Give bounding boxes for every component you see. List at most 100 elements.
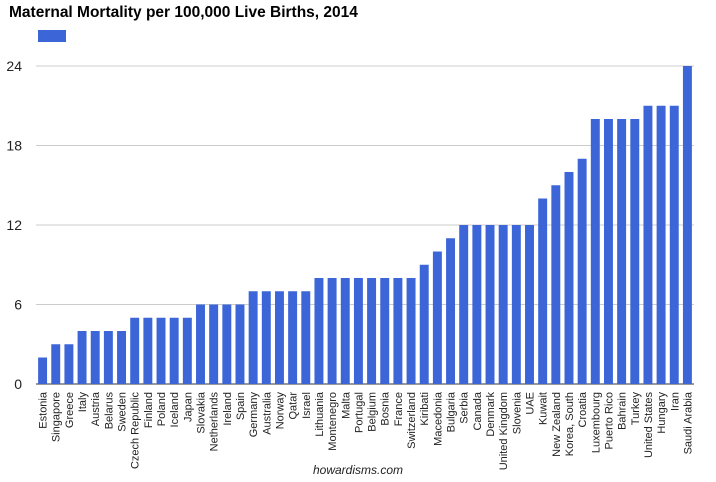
y-tick-label: 18: [6, 138, 22, 154]
bar: [222, 304, 232, 384]
bar: [393, 278, 403, 384]
x-tick-label: Saudi Arabia: [682, 391, 694, 454]
x-tick-label: France: [393, 392, 405, 426]
x-tick-label: Spain: [235, 392, 247, 420]
bar: [380, 278, 390, 384]
x-tick-label: Netherlands: [209, 392, 221, 452]
x-tick-label: Bahrain: [617, 392, 629, 430]
y-tick-label: 6: [14, 297, 22, 313]
bar: [472, 225, 482, 384]
x-tick-label: United Kingdom: [498, 392, 510, 470]
x-tick-label: Malta: [340, 391, 352, 419]
legend-swatch: [38, 30, 66, 42]
x-tick-label: Croatia: [577, 391, 589, 427]
bar: [643, 105, 653, 384]
x-tick-label: Czech Republic: [130, 392, 142, 470]
x-tick-label: Canada: [472, 391, 484, 430]
y-tick-label: 12: [6, 217, 22, 233]
bar: [419, 264, 429, 384]
bar: [196, 304, 205, 384]
x-tick-label: Serbia: [459, 391, 471, 424]
y-tick-label: 0: [14, 376, 22, 392]
x-tick-label: Hungary: [656, 392, 668, 434]
bar: [577, 158, 587, 384]
bar: [117, 331, 127, 384]
x-tick-label: Sweden: [117, 392, 129, 432]
x-tick-label: Ireland: [222, 392, 234, 426]
x-tick-label: United States: [643, 392, 655, 459]
x-tick-label: Norway: [274, 392, 286, 430]
x-tick-labels: Estonia Singapore Greece Italy Austria Belaru…: [38, 391, 695, 470]
x-tick-label: Qatar: [288, 392, 300, 420]
bar: [590, 119, 600, 384]
y-tick-label: 24: [6, 58, 22, 74]
x-tick-label: Italy: [77, 392, 89, 413]
bar: [301, 291, 311, 384]
x-tick-label: Switzerland: [406, 392, 418, 449]
bar: [564, 172, 574, 384]
bar: [603, 119, 613, 384]
x-tick-label: Greece: [64, 392, 76, 428]
x-tick-label: Korea, South: [564, 392, 576, 456]
x-tick-label: Turkey: [630, 392, 642, 426]
bar: [261, 291, 271, 384]
bar: [367, 278, 377, 384]
x-tick-label: Kuwait: [538, 392, 550, 425]
x-tick-label: Slovenia: [511, 391, 523, 434]
x-tick-label: Bosnia: [380, 391, 392, 426]
bars: [38, 66, 692, 384]
x-tick-label: Australia: [261, 391, 273, 435]
bar: [38, 357, 48, 384]
bar: [682, 66, 692, 384]
bar: [432, 251, 442, 384]
credit-text: howardisms.com: [312, 463, 404, 477]
bar: [498, 225, 508, 384]
x-tick-label: Portugal: [353, 392, 365, 433]
x-tick-label: UAE: [525, 392, 537, 415]
bar: [340, 278, 350, 384]
bar: [459, 225, 469, 384]
bar: [288, 291, 298, 384]
bar: [130, 317, 140, 384]
bar: [327, 278, 337, 384]
x-tick-label: Belgium: [367, 392, 379, 432]
bar: [485, 225, 495, 384]
x-tick-label: Estonia: [38, 391, 50, 429]
x-tick-label: Slovakia: [196, 391, 208, 433]
x-tick-label: Iran: [669, 392, 681, 411]
bar: [656, 105, 666, 384]
chart-title: Maternal Mortality per 100,000 Live Birt…: [9, 4, 358, 21]
bar: [525, 225, 534, 384]
x-tick-label: Kiribati: [419, 392, 431, 426]
x-tick-label: Belarus: [103, 392, 115, 430]
x-tick-label: Macedonia: [432, 391, 444, 446]
x-tick-label: Puerto Rico: [603, 392, 615, 449]
x-tick-label: Bulgaria: [446, 391, 458, 432]
x-tick-label: Luxembourg: [590, 392, 602, 453]
bar: [353, 278, 363, 384]
bar: [630, 119, 640, 384]
bar: [51, 344, 61, 384]
bar: [551, 185, 561, 384]
bar: [406, 278, 416, 384]
bar: [64, 344, 74, 384]
x-tick-label: Montenegro: [327, 392, 339, 451]
bar: [143, 317, 153, 384]
bar: [314, 278, 324, 384]
x-tick-label: Singapore: [51, 392, 63, 442]
y-tick-labels: 0 6 12 18 24: [6, 58, 22, 392]
x-tick-label: Austria: [90, 391, 102, 426]
bar: [446, 238, 456, 384]
x-tick-label: Finland: [143, 392, 155, 428]
bar: [90, 331, 100, 384]
bar: [617, 119, 627, 384]
bar: [77, 331, 87, 384]
bar: [511, 225, 521, 384]
x-tick-label: Poland: [156, 392, 168, 426]
x-tick-label: Germany: [248, 392, 260, 438]
x-tick-label: Israel: [301, 392, 313, 419]
x-tick-label: Denmark: [485, 392, 497, 437]
bar: [274, 291, 284, 384]
bar: [169, 317, 179, 384]
